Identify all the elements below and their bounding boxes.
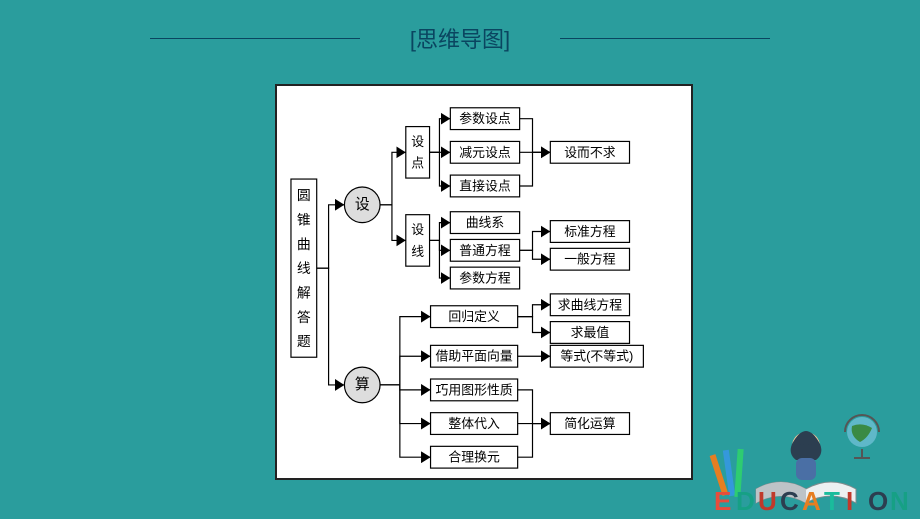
svg-text:借助平面向量: 借助平面向量 xyxy=(436,349,513,364)
edge-c_she-shexian xyxy=(380,205,406,241)
edge-shexian-c3_4 xyxy=(430,223,451,241)
svg-text:参数设点: 参数设点 xyxy=(459,111,511,126)
page-title: [思维导图] xyxy=(400,22,520,54)
node-c4_4: 求曲线方程 xyxy=(550,294,629,316)
svg-text:解: 解 xyxy=(297,284,311,300)
svg-text:锥: 锥 xyxy=(297,211,311,227)
node-c3_10: 整体代入 xyxy=(431,413,518,435)
svg-text:求曲线方程: 求曲线方程 xyxy=(558,297,622,312)
edge-root-c_she xyxy=(317,205,345,268)
edge-c_suan-c3_10 xyxy=(380,385,430,424)
edge-c3_7-c4_4 xyxy=(518,305,551,317)
header-rule-left xyxy=(150,38,360,39)
svg-text:线: 线 xyxy=(297,260,311,276)
girl-icon xyxy=(791,431,822,480)
svg-text:设而不求: 设而不求 xyxy=(564,145,616,160)
node-c3_11: 合理换元 xyxy=(431,446,518,468)
svg-text:题: 题 xyxy=(297,333,311,349)
edge-c_she-shedian xyxy=(380,152,406,204)
svg-text:标准方程: 标准方程 xyxy=(564,224,616,239)
svg-text:设: 设 xyxy=(355,196,370,213)
node-shexian: 设线 xyxy=(406,215,430,266)
edu-letter-8: N xyxy=(890,486,909,514)
edu-letter-0: E xyxy=(714,486,731,514)
svg-text:求最值: 求最值 xyxy=(571,325,610,340)
svg-text:参数方程: 参数方程 xyxy=(459,271,511,286)
node-c3_3: 直接设点 xyxy=(450,175,519,197)
edge-group1c-c4_1 xyxy=(520,152,551,186)
svg-text:简化运算: 简化运算 xyxy=(564,416,616,431)
edge-shexian-c3_6 xyxy=(430,240,451,278)
svg-text:点: 点 xyxy=(411,156,424,171)
edge-c_suan-c3_8 xyxy=(380,356,430,385)
svg-text:回归定义: 回归定义 xyxy=(448,309,500,324)
edge-shedian-c3_1 xyxy=(430,119,451,153)
svg-text:设: 设 xyxy=(411,222,424,237)
node-c3_8: 借助平面向量 xyxy=(431,345,518,367)
svg-text:巧用图形性质: 巧用图形性质 xyxy=(436,382,513,397)
edge-c_suan-c3_9 xyxy=(380,385,430,390)
node-c4_5: 求最值 xyxy=(550,322,629,344)
edge-c3_5-c4_2 xyxy=(520,232,551,251)
edu-letter-4: A xyxy=(802,486,821,514)
header: [思维导图] xyxy=(0,0,920,54)
education-clipart: EDUCATION xyxy=(706,394,916,514)
edu-letter-3: C xyxy=(780,486,799,514)
node-c3_1: 参数设点 xyxy=(450,108,519,130)
node-c_suan: 算 xyxy=(344,367,380,403)
edge-group1-c4_1 xyxy=(520,119,551,153)
globe-icon xyxy=(845,415,879,458)
node-c_she: 设 xyxy=(344,187,380,223)
edu-letter-6: I xyxy=(846,486,853,514)
node-c3_9: 巧用图形性质 xyxy=(431,379,518,401)
svg-text:整体代入: 整体代入 xyxy=(448,416,500,431)
edge-c_suan-c3_11 xyxy=(380,385,430,457)
svg-text:一般方程: 一般方程 xyxy=(564,252,616,267)
svg-text:曲线系: 曲线系 xyxy=(466,215,505,230)
svg-text:线: 线 xyxy=(411,244,424,259)
edge-c3_7-c4_5 xyxy=(518,317,551,333)
header-rule-right xyxy=(560,38,770,39)
svg-text:答: 答 xyxy=(297,309,311,325)
edge-root-c_suan xyxy=(317,268,345,385)
edge-c3_9-c4_7 xyxy=(518,390,551,424)
node-c3_2: 减元设点 xyxy=(450,141,519,163)
svg-text:直接设点: 直接设点 xyxy=(459,178,511,193)
edu-letter-7: O xyxy=(868,486,888,514)
svg-text:设: 设 xyxy=(411,134,424,149)
edu-letter-5: T xyxy=(824,486,840,514)
svg-text:算: 算 xyxy=(355,376,370,393)
svg-text:圆: 圆 xyxy=(297,187,311,203)
node-c4_1: 设而不求 xyxy=(550,141,629,163)
node-c4_2: 标准方程 xyxy=(550,221,629,243)
edge-c3_11-c4_7 xyxy=(518,424,551,458)
node-c4_3: 一般方程 xyxy=(550,248,629,270)
edge-c3_5-c4_3 xyxy=(520,250,551,259)
edge-c_suan-c3_7 xyxy=(380,317,430,385)
svg-text:合理换元: 合理换元 xyxy=(448,450,500,465)
mindmap-frame: 圆锥曲线解答题设算设点设线参数设点减元设点直接设点曲线系普通方程参数方程回归定义… xyxy=(275,84,693,480)
node-c3_5: 普通方程 xyxy=(450,239,519,261)
node-c4_7: 简化运算 xyxy=(550,413,629,435)
node-root: 圆锥曲线解答题 xyxy=(291,179,317,357)
edu-letter-2: U xyxy=(758,486,777,514)
mindmap-svg: 圆锥曲线解答题设算设点设线参数设点减元设点直接设点曲线系普通方程参数方程回归定义… xyxy=(277,86,691,478)
edge-shedian-c3_3 xyxy=(430,152,451,186)
svg-text:普通方程: 普通方程 xyxy=(459,243,511,258)
education-word: EDUCATION xyxy=(714,486,909,514)
svg-text:减元设点: 减元设点 xyxy=(459,145,511,160)
node-c4_6: 等式(不等式) xyxy=(550,345,643,367)
svg-text:曲: 曲 xyxy=(297,236,311,252)
node-c3_7: 回归定义 xyxy=(431,306,518,328)
node-shedian: 设点 xyxy=(406,127,430,178)
edu-letter-1: D xyxy=(736,486,755,514)
svg-text:等式(不等式): 等式(不等式) xyxy=(560,349,633,364)
node-c3_4: 曲线系 xyxy=(450,212,519,234)
node-c3_6: 参数方程 xyxy=(450,267,519,289)
